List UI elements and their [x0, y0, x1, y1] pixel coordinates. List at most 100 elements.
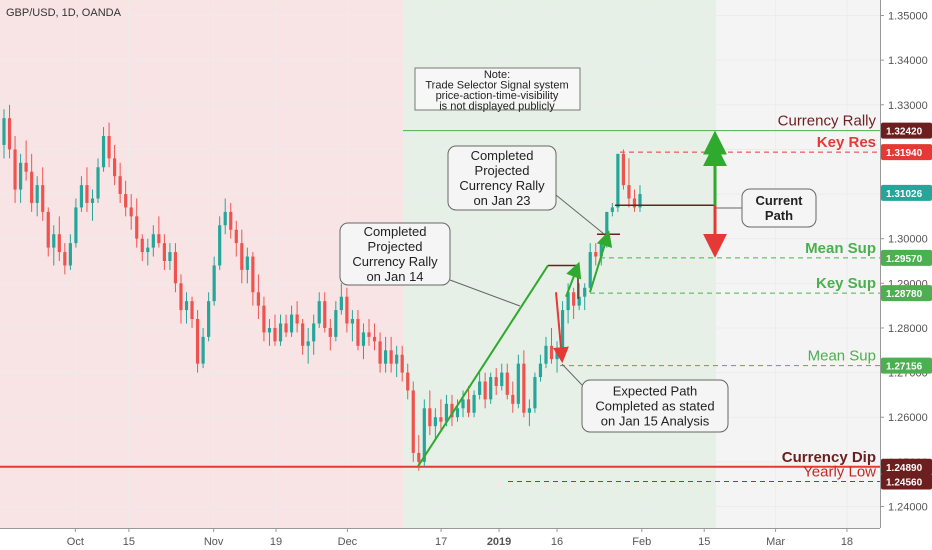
candle-body	[544, 345, 548, 364]
candle-body	[135, 216, 139, 239]
candle-body	[555, 350, 559, 360]
price-tag-label: 1.32420	[886, 127, 923, 138]
candle-body	[422, 408, 426, 462]
candle-body	[350, 319, 355, 324]
candle-body	[599, 243, 603, 257]
price-tag-label: 1.24890	[886, 463, 923, 474]
candle-body	[638, 194, 642, 208]
note-rect	[414, 67, 581, 111]
candle-body	[201, 336, 205, 364]
candle-body	[267, 327, 272, 333]
candle-body	[527, 408, 531, 413]
candle-body	[284, 323, 288, 333]
level-label: Currency Dip	[782, 449, 876, 466]
candle-body	[129, 207, 133, 217]
time-tick-label: Mar	[766, 536, 785, 548]
candle-body	[7, 118, 12, 150]
callout-text: Projected	[368, 239, 423, 254]
candle-body	[339, 296, 343, 311]
time-tick-label: 2019	[487, 536, 511, 548]
candle-body	[361, 332, 366, 346]
candle-body	[301, 323, 305, 346]
candle-body	[30, 171, 34, 203]
level-label: Key Res	[817, 134, 876, 151]
callout-text: Projected	[475, 163, 530, 178]
candle-body	[450, 403, 454, 418]
candle-body	[262, 305, 266, 333]
candle-body	[389, 350, 393, 364]
candle-body	[157, 234, 161, 244]
candle-body	[511, 394, 515, 404]
candle-body	[533, 377, 537, 409]
candle-body	[79, 185, 84, 208]
candle-body	[489, 377, 493, 400]
candle-body	[85, 185, 89, 203]
expected-path-arrow	[552, 292, 569, 364]
price-tag	[881, 285, 932, 302]
candle-body	[184, 301, 189, 311]
callout-text: Completed	[471, 148, 534, 163]
level-label: Currency Rally	[778, 113, 877, 130]
price-tick-label: 1.30000	[888, 234, 928, 246]
callout-text: Expected Path	[613, 384, 698, 399]
candle-body	[13, 149, 17, 190]
time-tick-label: 15	[123, 536, 135, 548]
candle-body	[417, 452, 421, 462]
price-tick-label: 1.34000	[888, 55, 928, 67]
candle-body	[384, 350, 388, 364]
candle-body	[273, 327, 277, 342]
price-tag-label: 1.27156	[886, 362, 923, 373]
candle-body	[328, 327, 332, 337]
level-label: Mean Sup	[805, 240, 876, 257]
level-label: Key Sup	[816, 275, 876, 292]
time-tick-label: 18	[841, 536, 853, 548]
price-tag-label: 1.28780	[886, 289, 923, 300]
level-label: Yearly Low	[803, 464, 876, 481]
price-tag-label: 1.24560	[886, 478, 923, 489]
candle-body	[41, 185, 45, 212]
candle-body	[195, 319, 200, 364]
candle-body	[538, 363, 543, 378]
callout-text: on Jan 14	[366, 269, 423, 284]
rally-line	[417, 264, 549, 467]
candle-body	[63, 252, 67, 266]
candles	[2, 104, 642, 471]
callout-text: Currency Rally	[459, 178, 545, 193]
candle-body	[234, 229, 238, 244]
candle-body	[466, 399, 471, 413]
candle-body	[251, 256, 255, 293]
candle-body	[218, 225, 222, 266]
candle-body	[179, 283, 183, 311]
candle-body	[24, 162, 28, 172]
candle-body	[240, 243, 244, 270]
callout-text: on Jan 23	[473, 193, 530, 208]
candle-body	[68, 243, 72, 266]
price-tag-label: 1.29570	[886, 254, 923, 265]
candle-body	[18, 162, 23, 190]
callout-pointer	[555, 194, 605, 235]
candle-body	[312, 323, 316, 342]
candle-body	[124, 194, 128, 208]
candle-body	[52, 234, 56, 248]
price-tick-label: 1.26000	[888, 412, 928, 424]
time-tick-label: 19	[270, 536, 282, 548]
candle-body	[594, 252, 598, 257]
time-tick-label: Feb	[632, 536, 651, 548]
price-tag	[881, 473, 932, 490]
time-tick-label: 15	[698, 536, 710, 548]
candle-body	[317, 301, 321, 324]
level-lines: Currency Rally Key Res Mean Sup Key Sup Mean…	[0, 113, 880, 483]
price-tick-label: 1.33000	[888, 100, 928, 112]
candle-body	[455, 408, 460, 418]
candle-body	[151, 234, 155, 248]
candle-body	[500, 372, 504, 386]
candle-body	[323, 301, 327, 328]
candle-body	[35, 185, 39, 203]
candle-body	[113, 158, 117, 177]
candle-body	[439, 417, 443, 422]
candle-body	[483, 381, 487, 400]
time-tick-label: 16	[551, 536, 563, 548]
time-tick-label: 17	[435, 536, 447, 548]
